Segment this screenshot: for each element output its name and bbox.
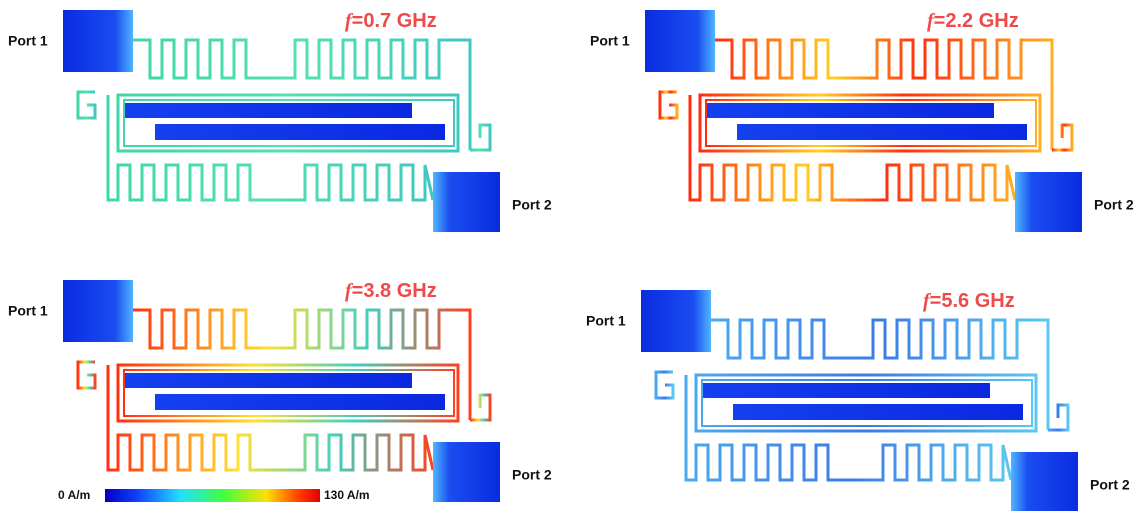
frequency-label: f=3.8 GHz [345, 280, 437, 303]
port-label: Port 2 [512, 197, 552, 213]
left-stub [656, 372, 673, 398]
port-label: Port 1 [590, 33, 630, 49]
frequency-label: f=2.2 GHz [927, 10, 1019, 33]
right-stub [470, 125, 490, 150]
right-stub [1048, 405, 1068, 430]
frequency-value: =5.6 GHz [930, 290, 1015, 312]
port-pad [433, 172, 500, 232]
port-pad [1015, 172, 1082, 232]
port-label: Port 1 [586, 313, 626, 329]
port-pad [645, 10, 715, 72]
left-stub [660, 92, 677, 118]
coupling-bar [155, 394, 445, 410]
colorbar-gradient [105, 489, 320, 502]
left-stub [78, 362, 95, 388]
coupling-bar [733, 404, 1023, 420]
frequency-value: =3.8 GHz [352, 280, 437, 302]
coupling-bar [155, 124, 445, 140]
panel: Port 1 Port 2 f=0.7 GHz [8, 10, 552, 232]
colorbar-max-label: 130 A/m [324, 488, 370, 502]
port-label: Port 1 [8, 303, 48, 319]
left-stub [78, 92, 95, 118]
frequency-label: f=0.7 GHz [345, 10, 437, 33]
figure: 0 A/m 130 A/m Port 1Port 2f=0.7 GHzPort … [0, 0, 1143, 511]
port-label: Port 1 [8, 33, 48, 49]
panel: Port 1 Port 2 f=2.2 GHz [590, 10, 1134, 232]
panel: Port 1 Port 2 f=5.6 GHz [586, 290, 1130, 511]
coupling-bar [125, 373, 412, 388]
colorbar-min-label: 0 A/m [58, 488, 90, 502]
colorbar: 0 A/m 130 A/m [58, 488, 370, 502]
port-pad [63, 280, 133, 342]
port-pad [641, 290, 711, 352]
coupling-bar [707, 103, 994, 118]
coupling-bar [737, 124, 1027, 140]
right-stub [470, 395, 490, 420]
port-pad [63, 10, 133, 72]
frequency-value: =0.7 GHz [352, 10, 437, 32]
port-pad [1011, 452, 1078, 511]
port-label: Port 2 [512, 467, 552, 483]
panel: Port 1 Port 2 f=3.8 GHz [8, 280, 552, 502]
port-label: Port 2 [1094, 197, 1134, 213]
frequency-value: =2.2 GHz [934, 10, 1019, 32]
port-label: Port 2 [1090, 477, 1130, 493]
right-stub [1052, 125, 1072, 150]
port-pad [433, 442, 500, 502]
coupling-bar [703, 383, 990, 398]
frequency-label: f=5.6 GHz [923, 290, 1015, 313]
coupling-bar [125, 103, 412, 118]
